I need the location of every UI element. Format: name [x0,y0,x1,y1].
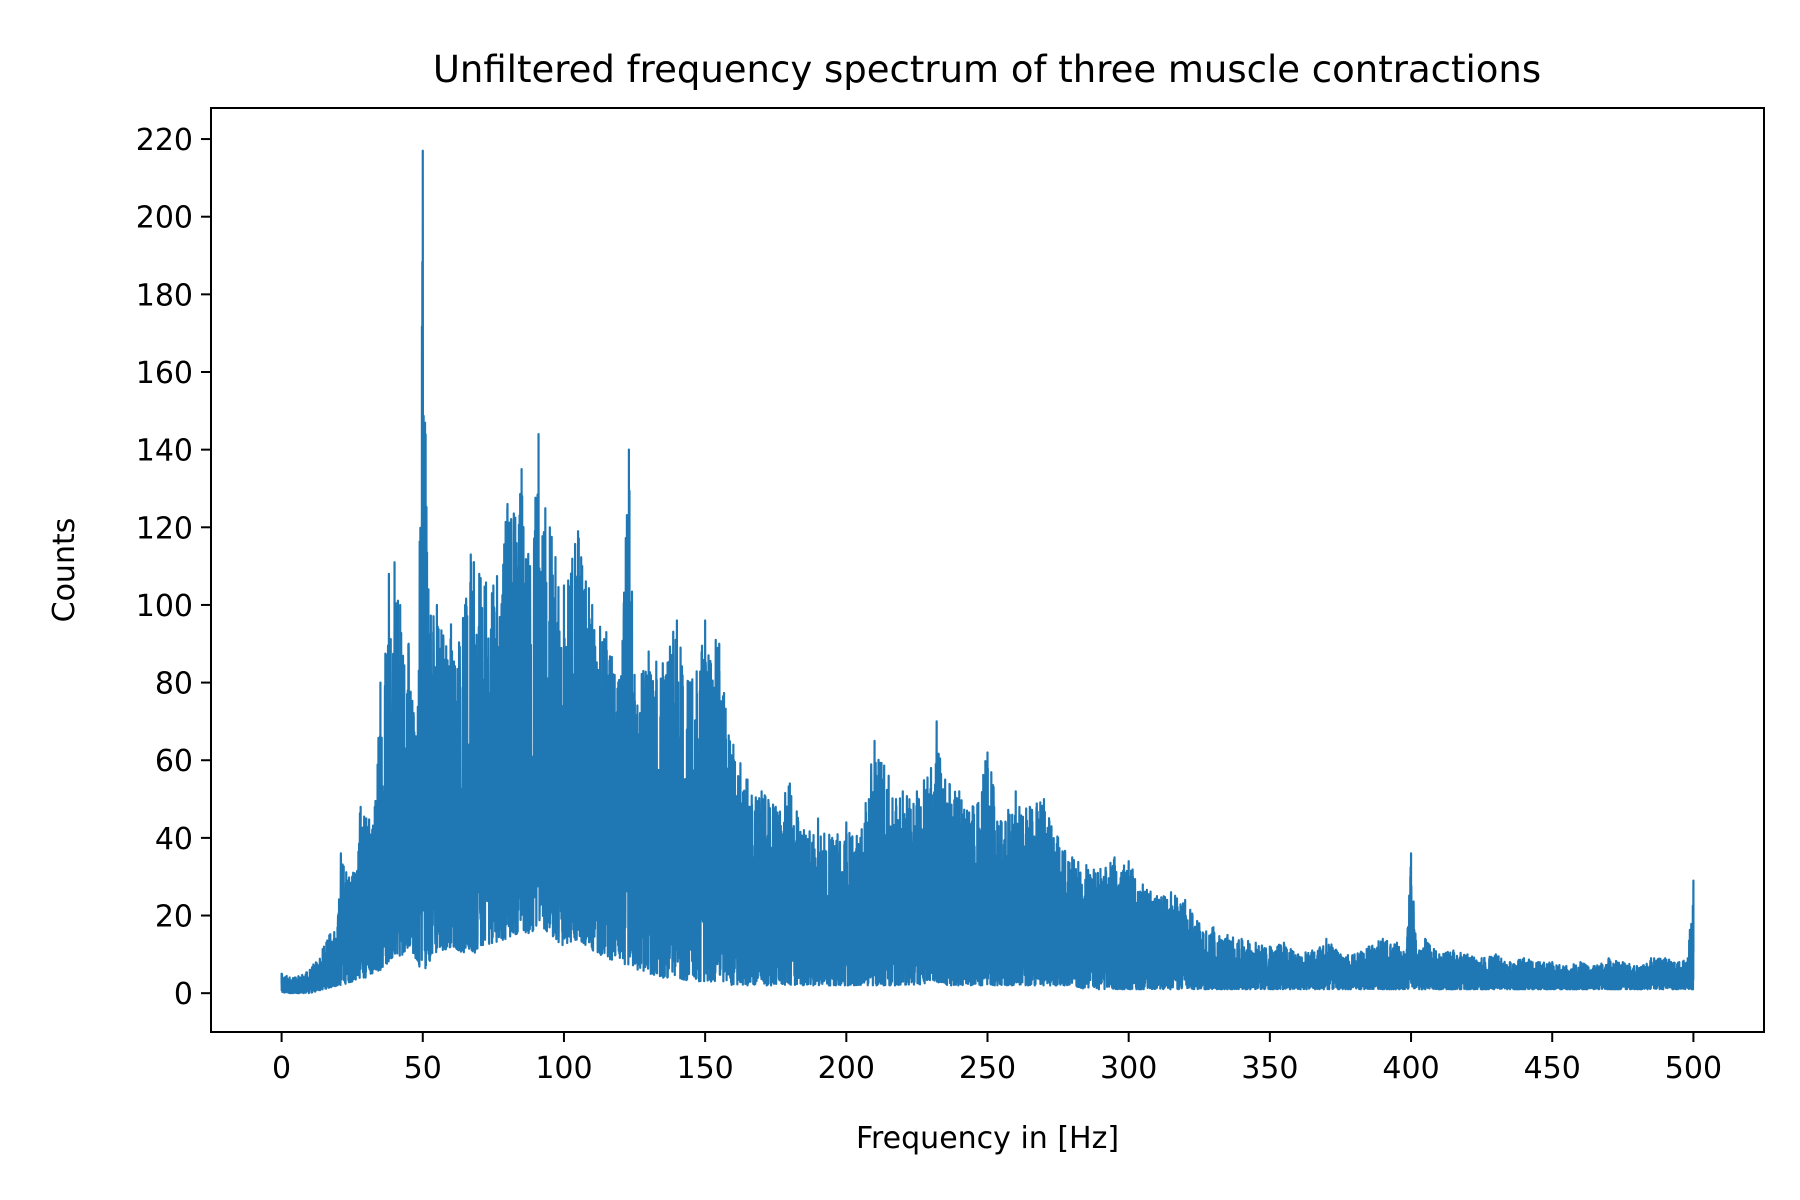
x-tick-label: 150 [677,1051,734,1086]
y-tick-label: 100 [136,589,193,624]
x-tick-label: 0 [272,1051,291,1086]
x-tick-label: 350 [1241,1051,1298,1086]
y-tick-label: 180 [136,278,193,313]
y-tick-label: 0 [174,977,193,1012]
y-tick-label: 200 [136,201,193,236]
y-tick-label: 160 [136,356,193,391]
x-tick-label: 50 [404,1051,442,1086]
x-tick-label: 450 [1524,1051,1581,1086]
y-axis-ticks: 0 20 40 60 80 100 120 140 160 180 200 220 [136,123,211,1012]
x-tick-label: 200 [818,1051,875,1086]
plot-area [280,149,1695,995]
x-tick-label: 500 [1665,1051,1722,1086]
y-tick-label: 60 [155,744,193,779]
x-axis-label: Frequency in [Hz] [856,1121,1119,1156]
y-tick-label: 80 [155,667,193,702]
x-tick-label: 100 [535,1051,592,1086]
y-tick-label: 40 [155,822,193,857]
x-axis-ticks: 0 50 100 150 200 250 300 350 400 450 500 [272,1032,1722,1086]
y-tick-label: 140 [136,434,193,469]
spectrum-series-line [280,149,1695,995]
y-tick-label: 220 [136,123,193,158]
y-axis-label: Counts [47,518,82,623]
y-tick-label: 120 [136,511,193,546]
x-tick-label: 300 [1100,1051,1157,1086]
chart-title: Unfiltered frequency spectrum of three m… [433,48,1541,91]
x-tick-label: 250 [959,1051,1016,1086]
y-tick-label: 20 [155,900,193,935]
x-tick-label: 400 [1382,1051,1439,1086]
